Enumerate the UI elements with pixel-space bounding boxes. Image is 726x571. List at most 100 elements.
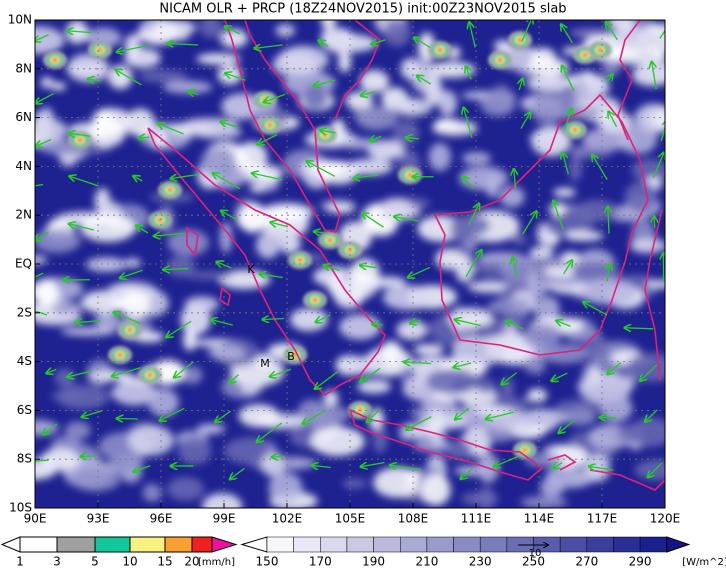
lon-label: 111E (461, 512, 492, 526)
colorbar-label: 270 (575, 555, 598, 569)
colorbar-swatch (426, 536, 454, 553)
wind-arrow (455, 320, 481, 327)
cloud (94, 188, 111, 215)
cloud (153, 20, 196, 36)
cloud (180, 366, 203, 384)
cloud (417, 215, 463, 242)
cloud (536, 222, 552, 245)
wind-arrow (652, 62, 657, 90)
cloud (372, 426, 388, 454)
lat-label: 6N (15, 110, 32, 124)
rain-red (52, 58, 58, 62)
cloud (479, 89, 516, 117)
lon-label: 93E (87, 512, 110, 526)
wind-arrow (559, 419, 576, 433)
cloud (260, 452, 286, 477)
cloud (438, 90, 457, 116)
cloud (485, 173, 500, 199)
rain-red (437, 48, 443, 52)
wind-arrow (221, 211, 238, 221)
colorbar-label: 15 (157, 555, 172, 569)
wind-arrow (506, 321, 524, 330)
wind-arrow (486, 411, 514, 419)
cloud (575, 199, 619, 222)
wind-arrow (211, 319, 233, 326)
cloud (339, 314, 381, 340)
cloud (546, 463, 595, 489)
cloud (512, 234, 527, 246)
cloud (477, 486, 495, 508)
wind-arrow (76, 321, 101, 323)
wind-arrow (114, 312, 141, 325)
wind-arrow (404, 362, 432, 364)
cloud (343, 356, 387, 376)
wind-arrow (652, 153, 663, 178)
colorbar-label: 5 (91, 555, 99, 569)
cloud (544, 266, 580, 278)
wind-arrow (81, 456, 96, 457)
wind-arrow (69, 133, 91, 136)
rain-red (582, 53, 588, 57)
wind-arrow (521, 20, 532, 42)
cloud (120, 289, 151, 320)
cloud (35, 228, 81, 253)
cloud (35, 255, 48, 265)
wind-arrow (556, 321, 571, 328)
cloud (342, 478, 367, 489)
lat-label: 10N (8, 13, 32, 27)
wind-arrow (67, 31, 92, 33)
colorbar-end (0, 536, 21, 553)
rain-red (312, 298, 318, 302)
rain-red (167, 188, 173, 192)
cloud (184, 296, 219, 313)
rain-red (127, 328, 133, 332)
wind-arrow (112, 367, 141, 377)
wind-arrow (264, 93, 286, 102)
lat-label: EQ (15, 257, 32, 271)
colorbar-swatch (586, 536, 614, 553)
cloud (127, 425, 174, 456)
wind-arrow (258, 134, 278, 145)
cloud (139, 70, 187, 83)
cloud (166, 477, 204, 501)
cloud (59, 152, 77, 167)
rain-red (322, 133, 328, 137)
wind-arrow (213, 173, 241, 190)
wind-arrow (260, 274, 283, 277)
wind-arrow (163, 269, 189, 270)
cloud (413, 344, 445, 356)
cloud (183, 329, 197, 351)
wind-arrow (607, 264, 610, 282)
wind-arrow (225, 26, 240, 35)
cloud (629, 238, 665, 254)
cloud (80, 213, 136, 242)
cloud (393, 97, 433, 117)
wind-arrow (553, 463, 563, 469)
cloud (459, 166, 509, 191)
cloud (563, 230, 604, 241)
map-area (35, 20, 665, 508)
cloud (553, 187, 576, 198)
colorbar-label: 190 (362, 555, 385, 569)
rain-red (407, 173, 413, 177)
colorbar-swatch (266, 536, 294, 553)
lat-label: 2S (17, 305, 32, 319)
cloud (332, 277, 366, 309)
cloud (359, 70, 390, 93)
wind-arrow (324, 265, 340, 272)
cloud (429, 418, 468, 429)
wind-arrow (167, 43, 198, 45)
cloud (540, 344, 590, 364)
wind-arrow (35, 231, 49, 241)
cloud (524, 357, 546, 374)
colorbar-swatch (346, 536, 374, 553)
place-marker: M (260, 357, 270, 370)
lon-label: 105E (335, 512, 366, 526)
wind-arrow (255, 45, 283, 49)
wind-arrow (660, 120, 665, 142)
lat-label: 8N (15, 61, 32, 75)
wind-arrow (252, 173, 283, 181)
cloud (256, 413, 307, 430)
